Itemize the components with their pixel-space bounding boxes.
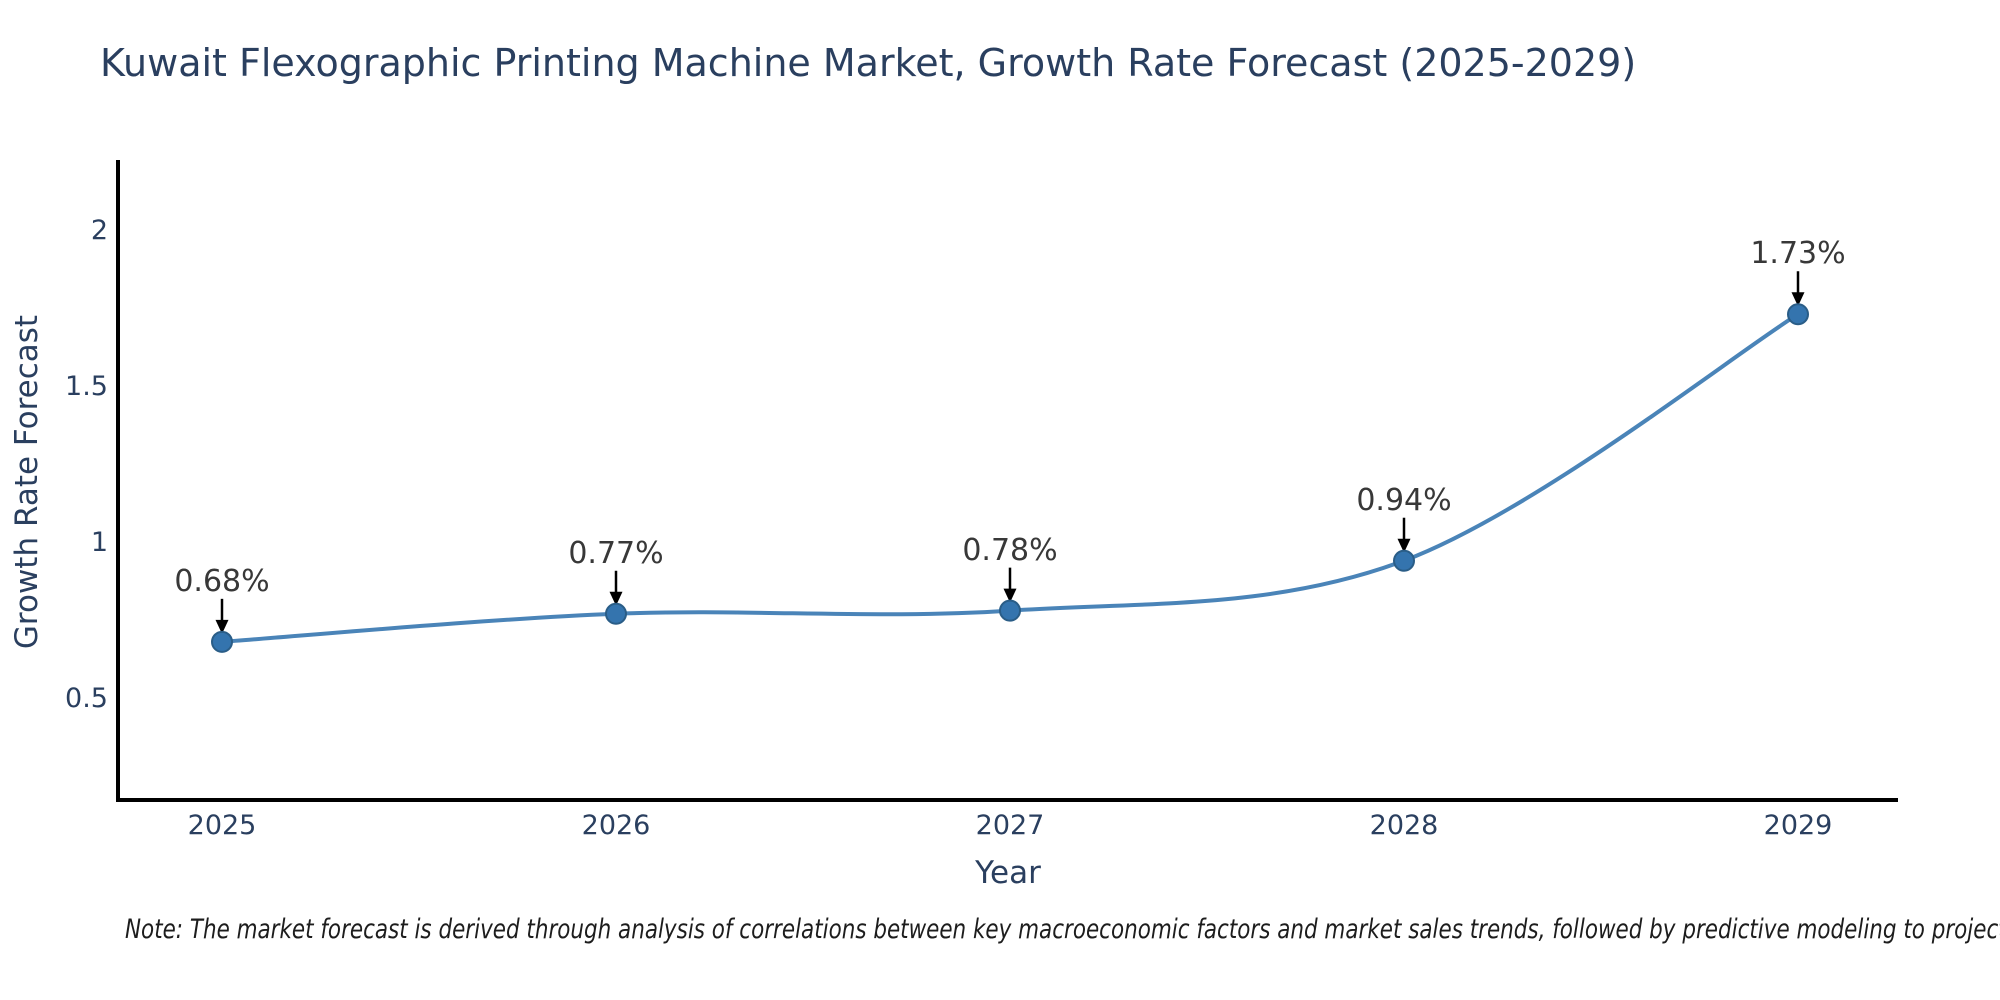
point-value-label-2028: 0.94%: [1356, 482, 1452, 518]
y-tick-label: 1: [90, 527, 108, 558]
annotation-arrowhead: [215, 619, 229, 634]
annotation-arrows: [215, 271, 1805, 634]
point-value-label-2025: 0.68%: [174, 563, 270, 599]
y-tick-label: 0.5: [65, 683, 108, 714]
footnote: Note: The market forecast is derived thr…: [125, 914, 2000, 945]
x-tick-label-2029: 2029: [1763, 810, 1833, 841]
y-axis-title: Growth Rate Forecast: [9, 314, 45, 650]
point-value-label-2029: 1.73%: [1750, 236, 1846, 272]
x-tick-label-2027: 2027: [975, 810, 1045, 841]
x-axis-title: Year: [975, 855, 1041, 891]
annotation-arrowhead: [1003, 588, 1017, 603]
data-point-2027[interactable]: [999, 599, 1021, 622]
data-point-2025[interactable]: [211, 630, 233, 653]
annotation-arrowhead: [1791, 292, 1805, 307]
axis-lines: [116, 160, 1898, 802]
data-point-2029[interactable]: [1787, 303, 1809, 326]
data-point-2026[interactable]: [605, 602, 627, 625]
y-tick-label: 1.5: [65, 371, 108, 402]
annotation-arrowhead: [609, 591, 623, 606]
y-tick-label: 2: [90, 215, 108, 246]
data-point-2028[interactable]: [1393, 549, 1415, 572]
chart-title: Kuwait Flexographic Printing Machine Mar…: [100, 41, 1637, 85]
point-value-label-2027: 0.78%: [962, 532, 1058, 568]
x-tick-label-2025: 2025: [187, 810, 257, 841]
data-point-markers: [211, 303, 1809, 653]
x-tick-label-2028: 2028: [1369, 810, 1439, 841]
annotation-arrowhead: [1397, 538, 1411, 553]
point-value-label-2026: 0.77%: [568, 535, 664, 571]
x-tick-label-2026: 2026: [581, 810, 651, 841]
